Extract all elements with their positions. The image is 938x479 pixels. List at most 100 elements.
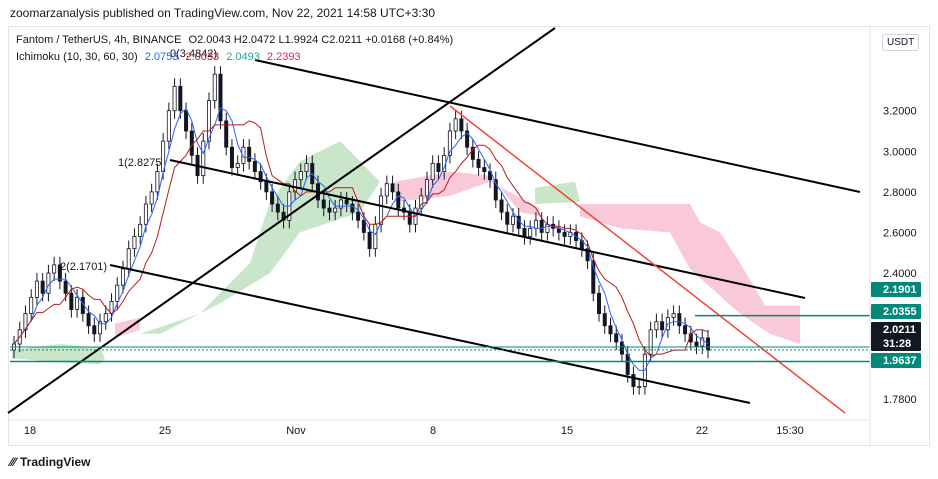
candle-body bbox=[29, 296, 34, 314]
candle-body bbox=[224, 120, 229, 148]
candle-body bbox=[63, 280, 68, 294]
candle-body bbox=[436, 163, 441, 172]
candle-body bbox=[172, 85, 177, 112]
price-badge-label: 31:28 bbox=[883, 338, 911, 350]
candle-body bbox=[482, 167, 487, 172]
channel-middle-line bbox=[169, 159, 806, 299]
candle-body bbox=[522, 227, 527, 237]
candle-body bbox=[321, 199, 326, 209]
candle-body bbox=[218, 73, 223, 122]
candle-body bbox=[69, 292, 74, 310]
fib-annotation: 1(2.8275 bbox=[118, 157, 161, 169]
candle-body bbox=[304, 163, 309, 172]
candle-body bbox=[488, 171, 493, 181]
candle-body bbox=[407, 211, 412, 225]
candle-body bbox=[539, 219, 544, 233]
candle-body bbox=[201, 140, 206, 177]
candle-body bbox=[298, 171, 303, 181]
candle-body bbox=[57, 264, 62, 282]
candle-body bbox=[453, 118, 458, 132]
candle-body bbox=[212, 73, 217, 101]
ichimoku-cloud bbox=[580, 204, 800, 344]
fib-annotation: 2(2.1701) bbox=[60, 261, 107, 273]
candle-body bbox=[75, 296, 80, 310]
y-tick-label: 2.6000 bbox=[883, 227, 917, 239]
candle-body bbox=[356, 211, 361, 221]
x-tick-label: 18 bbox=[24, 425, 36, 437]
tradingview-logo[interactable]: ⁄⁄⁄ TradingView bbox=[10, 455, 90, 469]
candle-body bbox=[235, 163, 240, 168]
tenkan-line bbox=[13, 106, 709, 371]
candle-body bbox=[499, 199, 504, 213]
price-badge bbox=[871, 322, 921, 337]
trend-line-ascending bbox=[7, 27, 556, 414]
x-tick-label: 8 bbox=[430, 425, 436, 437]
x-tick-label: 15:30 bbox=[776, 425, 804, 437]
candle-body bbox=[338, 199, 343, 209]
candle-body bbox=[34, 280, 39, 298]
currency-button[interactable]: USDT bbox=[882, 34, 920, 51]
candle-body bbox=[264, 181, 269, 193]
ichimoku-cloud bbox=[12, 344, 105, 365]
candle-body bbox=[562, 232, 567, 237]
candle-body bbox=[602, 313, 607, 327]
price-badge-label: 2.0211 bbox=[883, 324, 916, 336]
candle-body bbox=[614, 333, 619, 343]
candle-body bbox=[648, 329, 653, 355]
candle-body bbox=[430, 163, 435, 181]
legend-ichimoku: Ichimoku (10, 30, 60, 30) 2.0753 2.0033 … bbox=[16, 51, 305, 63]
candle-body bbox=[533, 219, 538, 229]
ichimoku-cloud bbox=[395, 171, 540, 217]
candle-body bbox=[92, 325, 97, 335]
candle-body bbox=[293, 179, 298, 193]
candle-body bbox=[149, 191, 154, 205]
candle-body bbox=[677, 313, 682, 327]
candle-body bbox=[585, 248, 590, 262]
price-badge-label: 2.0355 bbox=[883, 306, 917, 318]
candle-body bbox=[505, 211, 510, 225]
candle-body bbox=[597, 292, 602, 314]
candle-body bbox=[115, 284, 120, 302]
candle-body bbox=[694, 341, 699, 347]
candle-body bbox=[138, 223, 143, 237]
tradingview-icon: ⁄⁄⁄ bbox=[10, 455, 17, 469]
candle-body bbox=[379, 195, 384, 225]
candle-body bbox=[155, 171, 160, 193]
candle-body bbox=[683, 325, 688, 335]
candle-body bbox=[23, 313, 28, 331]
y-tick-label: 1.7800 bbox=[883, 394, 917, 406]
price-badge bbox=[871, 353, 921, 368]
candle-body bbox=[270, 191, 275, 205]
x-tick-label: Nov bbox=[286, 425, 306, 437]
candle-body bbox=[143, 203, 148, 225]
ichimoku-cloud bbox=[535, 181, 580, 205]
candle-body bbox=[367, 232, 372, 250]
candle-body bbox=[476, 158, 481, 168]
candle-body bbox=[103, 313, 108, 323]
candle-body bbox=[166, 110, 171, 142]
candle-body bbox=[52, 264, 57, 274]
candle-body bbox=[591, 260, 596, 294]
candle-body bbox=[470, 146, 475, 160]
candle-body bbox=[528, 227, 533, 237]
x-tick-label: 15 bbox=[561, 425, 573, 437]
chart-area[interactable] bbox=[8, 26, 930, 446]
candle-body bbox=[252, 161, 257, 172]
price-badge-label: 2.1901 bbox=[883, 284, 917, 296]
candle-body bbox=[493, 179, 498, 201]
candle-body bbox=[98, 321, 103, 335]
candle-body bbox=[619, 341, 624, 355]
price-badge-label: 1.9637 bbox=[883, 355, 917, 367]
candle-body bbox=[207, 100, 212, 142]
candle-body bbox=[241, 146, 246, 164]
ichimoku-tenkan-value: 2.0753 bbox=[144, 51, 179, 63]
publish-info: zoomarzanalysis published on TradingView… bbox=[10, 6, 436, 20]
ichimoku-spanB-value: 2.2393 bbox=[266, 51, 301, 63]
candle-body bbox=[86, 313, 91, 327]
candle-body bbox=[333, 207, 338, 213]
candle-body bbox=[608, 325, 613, 335]
candle-body bbox=[247, 146, 252, 162]
candle-body bbox=[120, 268, 125, 286]
ichimoku-spanA-value: 2.0493 bbox=[226, 51, 260, 63]
